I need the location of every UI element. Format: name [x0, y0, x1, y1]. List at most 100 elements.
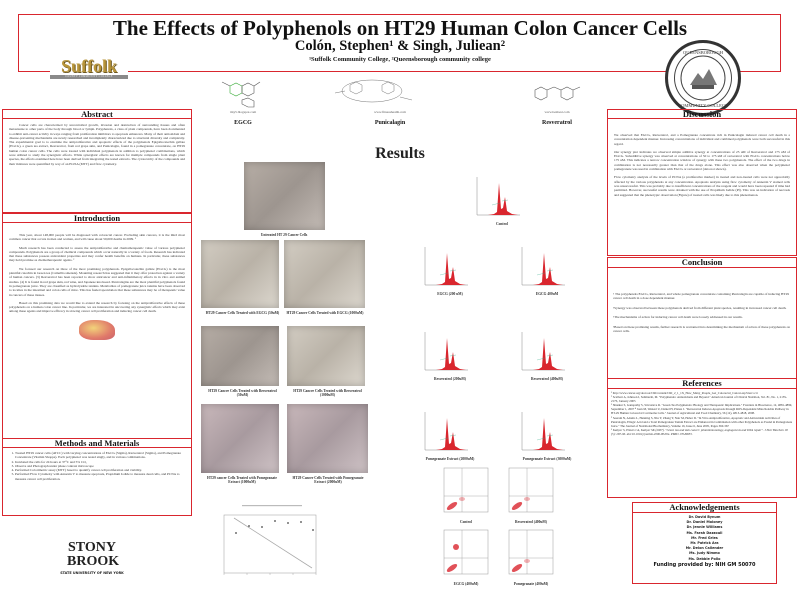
reference-item: ⁵ Seeram N, Adams L, Henning S, Niu Y, Z… — [611, 415, 793, 428]
dot-plot — [508, 467, 554, 513]
histogram-plot — [424, 332, 468, 371]
seal-emblem-icon: QUEENSBOROUGH COMMUNITY COLLEGE — [678, 50, 728, 108]
acknowledged-person: Mr. Delon Callender — [685, 546, 724, 551]
micrograph-resveratrol-50 — [201, 326, 279, 386]
method-step: Performed Colorimetric assay (MTT) based… — [15, 468, 187, 472]
reference-item: ² Scalbert A, Johnson I, Saltmarsh, M. "… — [611, 395, 788, 404]
flow-histogram: EGCG (200 uM) — [420, 245, 480, 298]
micrograph-pomegranate-1000 — [201, 404, 279, 473]
punicalagin-label: Punicalagin — [374, 120, 406, 126]
histogram-label: Control — [496, 222, 508, 226]
abstract-text: Cancer cells are characterized by uncont… — [9, 123, 185, 166]
stony-brook-logo-text: STONY BROOK — [67, 540, 120, 569]
intro-paragraph: We focused our research on three of the … — [9, 266, 185, 297]
synergy-point — [235, 532, 237, 534]
dot-plot — [443, 529, 489, 575]
discussion-paragraph: Our synergy plot indicates we observed s… — [614, 149, 790, 172]
conclusion-section: • The polyphenols EGCG, Resveratrol, and… — [607, 267, 797, 379]
micrograph-caption: HT29 Cancer Cells Treated with EGCG (100… — [286, 311, 364, 315]
egcg-label: EGCG — [234, 120, 252, 126]
flow-dot-plot: Pomegranate (400uM) — [505, 528, 557, 587]
acknowledgements-section: Dr. David Bynum Dr. Daniel Moloney Dr. Jen… — [632, 512, 777, 584]
micrograph-caption: HT29 cancer Cells Treated with Pomegrana… — [207, 476, 277, 485]
resveratrol-structure — [534, 86, 581, 101]
flow-histogram: Resveratrol (400uM) — [517, 330, 577, 383]
references-section: ¹ http://www.cancer.org/docroot/CRI/cont… — [607, 388, 797, 498]
histogram-label: Pomegranate Extract (2000uM) — [425, 457, 475, 461]
histogram-plot — [424, 412, 468, 451]
synergy-point — [248, 525, 250, 527]
resveratrol-label: Resveratrol — [542, 120, 572, 126]
histogram-label: Pomegranate Extract (3000uM) — [522, 457, 572, 461]
conclusion-bullet: •Synergy was observed between these poly… — [613, 305, 787, 310]
acknowledged-person: Dr. David Bynum — [688, 515, 721, 519]
micrograph-caption: HT29 Cancer Cells Treated with EGCG (50u… — [205, 311, 280, 315]
acknowledged-person: Mr. Patrick Ara — [690, 541, 719, 546]
micrograph-egcg-1000 — [284, 240, 365, 308]
synergy-point — [274, 520, 276, 522]
flow-histogram: Resveratrol (200uM) — [420, 330, 480, 383]
method-step: Treated HT29 cancer cells (ATCC) with va… — [15, 451, 187, 460]
poster-affiliations: ¹Suffolk Community College, ²Queensborou… — [309, 56, 491, 63]
queensborough-seal: QUEENSBOROUGH COMMUNITY COLLEGE — [665, 40, 741, 116]
micrograph-egcg-50 — [201, 240, 279, 308]
dot-plot-label: Resveratrol (400uM) — [515, 520, 547, 524]
reference-item: ¹ http://www.cancer.org/docroot/CRI/cont… — [611, 391, 758, 395]
colon-illustration — [79, 319, 115, 340]
discussion-paragraph: Flow cytometry analysis of the levels of… — [614, 175, 790, 197]
conclusion-bullet: • The polyphenols EGCG, Resveratrol, and… — [613, 292, 789, 301]
micrograph-caption: HT29 Cancer Cells Treated with Pomegrana… — [292, 476, 364, 485]
reference-item: ³ Shankar S, Ganapathy S, Srivastava R. … — [611, 403, 793, 416]
reference-item: ⁶ Katiyar S, Elmets CA, Katiyar SK (2007… — [611, 427, 788, 436]
svg-text:QUEENSBOROUGH: QUEENSBOROUGH — [683, 50, 724, 55]
stony-brook-logo: STONY BROOK STATE UNIVERSITY OF NEW YORK — [52, 540, 132, 576]
conclusion-bullet: •The mechanisms of action for inducing c… — [613, 315, 743, 320]
method-step: Observe and Photograph under phase contr… — [15, 464, 187, 468]
histogram-label: EGCG (200 uM) — [437, 292, 463, 296]
suffolk-logo-sub: COUNTY COMMUNITY COLLEGE — [50, 75, 128, 79]
discussion-paragraph: We observed that EGCG, Resveratrol, and … — [614, 133, 790, 146]
results-heading: Results — [375, 145, 425, 162]
histogram-plot — [521, 412, 565, 451]
acknowledged-person: Dr. Jennie Williams — [686, 525, 723, 530]
synergy-plot-area — [223, 514, 317, 574]
intro-paragraph: This year, about 148,000 people will be … — [9, 233, 185, 242]
punicalagin-structure — [334, 79, 413, 103]
dot-plot — [443, 467, 489, 513]
flow-histogram: Control — [472, 175, 532, 228]
flow-dot-plot: Control — [440, 466, 492, 525]
poster-title: The Effects of Polyphenols on HT29 Human… — [112, 16, 688, 40]
acknowledged-person: Ms. Debbie Pollo — [688, 556, 721, 561]
funding-text: Funding provided by: NIH GM 50070 — [653, 561, 756, 568]
discussion-section: We observed that EGCG, Resveratrol, and … — [607, 118, 797, 256]
synergy-plot-title-bar — [242, 505, 302, 507]
flow-dot-plot: EGCG (400uM) — [440, 528, 492, 587]
conclusion-bullet: •Based on these promising results, furth… — [613, 324, 790, 334]
acknowledged-person: Ms. Judy Nimmo — [689, 551, 720, 556]
micrograph-untreated — [244, 162, 325, 230]
histogram-label: EGCG 400uM — [535, 292, 559, 296]
histogram-label: Resveratrol (200uM) — [434, 377, 466, 381]
method-step: Incubated the cells for 24 hours at 37°C… — [15, 460, 187, 464]
micrograph-caption: HT29 Cancer Cells Treated with Resveratr… — [293, 389, 362, 398]
dot-plot-label: Control — [460, 520, 472, 524]
synergy-point — [300, 521, 302, 523]
synergy-point — [287, 522, 289, 524]
synergy-trend-line — [233, 517, 313, 569]
method-step: Performed Flow Cytometry with Annexin V … — [15, 472, 187, 481]
micrograph-resveratrol-1000 — [287, 326, 365, 386]
resveratrol-source: www.benbest.com — [544, 110, 570, 114]
intro-paragraph: Based on this promising data we would li… — [9, 300, 185, 314]
synergy-point — [261, 526, 263, 528]
histogram-label: Resveratrol (400uM) — [531, 377, 563, 381]
egcg-structure — [221, 81, 261, 108]
acknowledged-person: Ms. Farah Dazzouli — [686, 530, 723, 535]
histogram-plot — [424, 247, 468, 286]
synergy-point — [312, 529, 314, 531]
flow-histogram: Pomegranate Extract (2000uM) — [420, 410, 480, 463]
punicalagin-source: www.fitnesshealth.com — [374, 110, 406, 114]
suffolk-logo-text: Suffolk — [60, 56, 118, 76]
histogram-plot — [521, 332, 565, 371]
micrograph-pomegranate-2000 — [287, 404, 368, 473]
flow-dot-plot: Resveratrol (400uM) — [505, 466, 557, 525]
